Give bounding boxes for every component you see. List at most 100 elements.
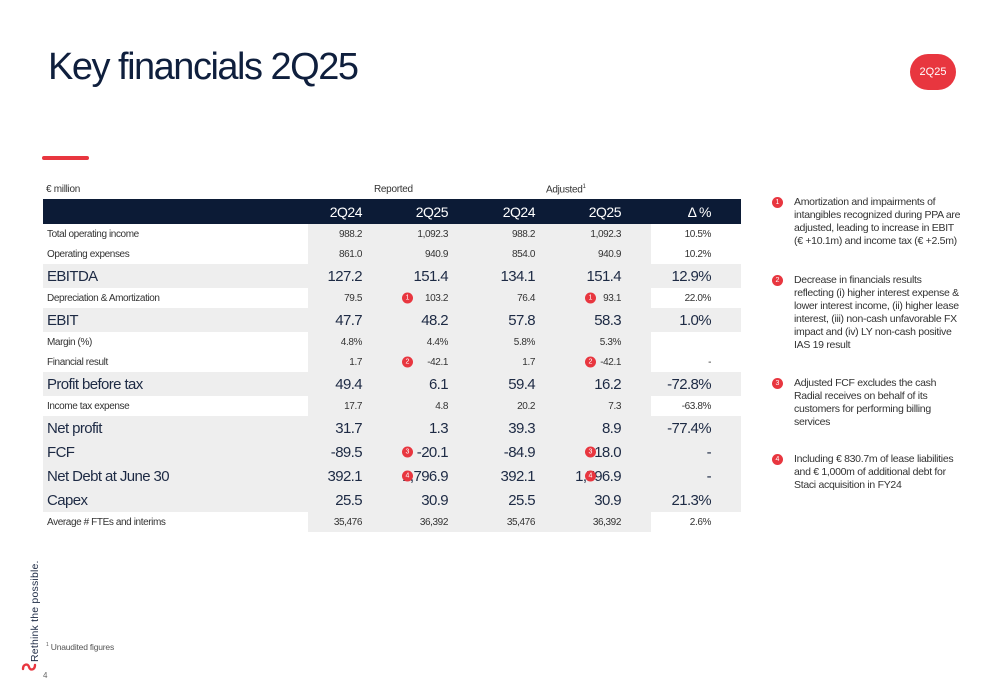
row-label: Income tax expense — [47, 400, 130, 412]
cell-value: 127.2 — [327, 267, 362, 285]
table-cell: 1.3 — [392, 416, 478, 440]
footnote-text: Unaudited figures — [50, 642, 114, 652]
table-cell: 25.5 — [478, 488, 565, 512]
cell-value: 1.0% — [679, 311, 711, 329]
note-marker-icon: 1 — [585, 292, 596, 304]
table-cell: 5.8% — [478, 332, 565, 352]
period-badge: 2Q25 — [910, 54, 956, 90]
cell-value: 1,796.9 — [575, 467, 621, 485]
note-marker-icon: 4 — [585, 470, 596, 482]
cell-value: - — [708, 356, 711, 368]
table-cell: 1,092.3 — [565, 224, 651, 244]
cell-value: 103.2 — [424, 292, 448, 304]
cell-value: 6.1 — [428, 375, 449, 393]
table-cell: 151.4 — [565, 264, 651, 288]
unit-label: € million — [46, 184, 80, 195]
cell-value: 47.7 — [335, 311, 362, 329]
table-cell: 22.0% — [651, 288, 741, 308]
table-row: Income tax expense 17.7 4.8 20.2 7.3 -63.8% — [43, 396, 741, 416]
cell-value: 1,092.3 — [417, 228, 448, 240]
column-header: Δ % — [651, 199, 741, 224]
table-cell: -42.1 2 — [565, 352, 651, 372]
table-cell: 940.9 — [392, 244, 478, 264]
table-row: Net Debt at June 30 392.1 1,796.9 4 392.1 1,7… — [43, 464, 741, 488]
table-row: Profit before tax 49.4 6.1 59.4 16.2 -72.8% — [43, 372, 741, 396]
cell-value: 17.7 — [344, 400, 362, 412]
table-cell: 93.1 1 — [565, 288, 651, 308]
table-cell: 35,476 — [308, 512, 392, 532]
table-cell: 8.9 — [565, 416, 651, 440]
page-title: Key financials 2Q25 — [48, 46, 359, 88]
table-cell: -77.4% — [651, 416, 741, 440]
note-marker-icon: 4 — [402, 470, 413, 482]
note-marker-icon: 3 — [402, 446, 413, 458]
cell-value: 35,476 — [506, 516, 536, 528]
note-marker-icon: 1 — [402, 292, 413, 304]
table-cell: 79.5 — [308, 288, 392, 308]
cell-value: 59.4 — [508, 375, 535, 393]
table-cell: 2.6% — [651, 512, 741, 532]
table-row: EBITDA 127.2 151.4 134.1 151.4 12.9% — [43, 264, 741, 288]
cell-value: -77.4% — [667, 419, 712, 437]
note-marker-icon: 2 — [772, 275, 783, 286]
table-cell: 1,796.9 4 — [565, 464, 651, 488]
table-row: Average # FTEs and interims 35,476 36,392 3… — [43, 512, 741, 532]
table-cell: 1,796.9 4 — [392, 464, 478, 488]
table-cell: 39.3 — [478, 416, 565, 440]
table-cell: 4.8% — [308, 332, 392, 352]
table-cell: -72.8% — [651, 372, 741, 396]
table-cell: 35,476 — [478, 512, 565, 532]
table-cell: 16.2 — [565, 372, 651, 396]
cell-value: 2.6% — [689, 516, 712, 528]
note-text: Decrease in financials results reflectin… — [794, 274, 959, 351]
cell-value: - — [706, 443, 712, 461]
cell-value: -63.8% — [681, 400, 712, 412]
table-cell: 392.1 — [308, 464, 392, 488]
cell-value: 151.4 — [413, 267, 448, 285]
tagline: Rethink the possible. — [29, 560, 41, 662]
row-label: Profit before tax — [43, 372, 308, 396]
table-cell: 36,392 — [565, 512, 651, 532]
table-cell: 6.1 — [392, 372, 478, 396]
cell-value: 4.4% — [426, 336, 449, 348]
table-row: Operating expenses 861.0 940.9 854.0 940.9 10… — [43, 244, 741, 264]
column-header: 2Q25 — [392, 199, 478, 224]
table-cell: -20.1 3 — [392, 440, 478, 464]
cell-value: -84.9 — [503, 443, 536, 461]
cell-value: 4.8 — [435, 400, 448, 412]
table-cell: 4.4% — [392, 332, 478, 352]
row-label: Financial result — [47, 356, 108, 368]
cell-value: 988.2 — [338, 228, 362, 240]
note-item: 2 Decrease in financials results reflect… — [772, 274, 962, 352]
cell-value: 1.7 — [349, 356, 362, 368]
cell-value: 7.3 — [608, 400, 621, 412]
cell-value: 39.3 — [508, 419, 535, 437]
cell-value: 1,796.9 — [402, 467, 448, 485]
cell-value: 16.2 — [594, 375, 621, 393]
table-row: Capex 25.5 30.9 25.5 30.9 21.3% — [43, 488, 741, 512]
table-row: Total operating income 988.2 1,092.3 988.2 1… — [43, 224, 741, 244]
table-cell: 127.2 — [308, 264, 392, 288]
row-label: Depreciation & Amortization — [47, 292, 160, 304]
cell-value: 49.4 — [335, 375, 362, 393]
table-row: Net profit 31.7 1.3 39.3 8.9 -77.4% — [43, 416, 741, 440]
cell-value: 93.1 — [603, 292, 621, 304]
table-cell: 103.2 1 — [392, 288, 478, 308]
table-cell: 854.0 — [478, 244, 565, 264]
row-label: Total operating income — [47, 228, 139, 240]
table-cell: -84.9 — [478, 440, 565, 464]
notes-panel: 1 Amortization and impairments of intang… — [772, 196, 962, 492]
table-cell: 48.2 — [392, 308, 478, 332]
column-header: 2Q24 — [308, 199, 392, 224]
row-label: Net Debt at June 30 — [43, 464, 308, 488]
table-cell: 940.9 — [565, 244, 651, 264]
note-marker-icon: 4 — [772, 454, 783, 465]
financials-table: 2Q24 2Q25 2Q24 2Q25 Δ % Total operating … — [43, 199, 741, 532]
cell-value: 1,092.3 — [590, 228, 621, 240]
table-cell: -89.5 — [308, 440, 392, 464]
column-header: 2Q24 — [478, 199, 565, 224]
table-row: Depreciation & Amortization 79.5 103.2 1 76.… — [43, 288, 741, 308]
table-cell: 25.5 — [308, 488, 392, 512]
cell-value: 22.0% — [684, 292, 712, 304]
table-cell: - — [651, 464, 741, 488]
